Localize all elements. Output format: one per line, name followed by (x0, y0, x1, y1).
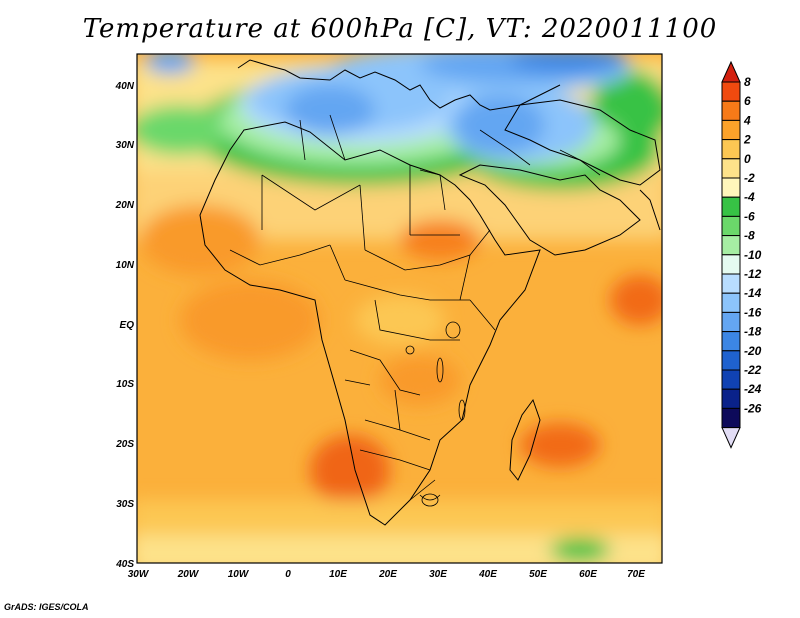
colorbar-swatch (721, 273, 741, 294)
colorbar-swatch (721, 311, 741, 333)
coastlines (199, 59, 661, 526)
colorbar-swatch (721, 119, 741, 141)
colorbar: 8 6 4 2 0 -2 -4 -6 -8 -10 -12 -14 -16 -18 -20 -22 -24 -26 (721, 60, 762, 449)
lat-label: 40S (115, 559, 134, 570)
colorbar-label: -10 (744, 248, 762, 262)
colorbar-label: 6 (744, 94, 751, 108)
colorbar-label: -20 (744, 344, 762, 358)
colorbar-swatch (721, 254, 741, 275)
colorbar-label: -18 (744, 325, 762, 339)
lat-axis: 40N 30N 20N 10N EQ 10S 20S 30S 40S (115, 81, 135, 570)
colorbar-label: 4 (743, 113, 751, 127)
temperature-field (137, 54, 662, 563)
lat-label: 10S (116, 379, 134, 390)
country-borders (229, 114, 601, 501)
lon-label: 20W (177, 569, 200, 580)
colorbar-swatch (721, 60, 741, 83)
colorbar-label: -6 (744, 209, 755, 223)
lat-label: 30S (116, 499, 134, 510)
map-title: Temperature at 600hPa [C], VT: 202001110… (82, 14, 718, 44)
colorbar-label: -4 (744, 190, 755, 204)
lon-label: 10W (228, 569, 250, 580)
colorbar-label: 2 (743, 133, 751, 147)
colorbar-label: 8 (744, 75, 751, 89)
colorbar-swatch (721, 235, 741, 256)
lon-label: 30W (128, 569, 150, 580)
colorbar-label: -26 (744, 401, 762, 415)
lon-axis: 30W 20W 10W 0 10E 20E 30E 40E 50E 60E 70… (128, 569, 646, 580)
lon-label: 70E (627, 569, 645, 580)
colorbar-swatch (721, 81, 741, 102)
colorbar-swatch (721, 350, 741, 371)
credit-text: GrADS: IGES/COLA (4, 602, 89, 612)
lat-label: 10N (116, 260, 135, 271)
lat-label: EQ (120, 320, 135, 331)
lon-label: 30E (429, 569, 447, 580)
lat-label: 30N (116, 140, 135, 151)
colorbar-swatch (721, 215, 741, 237)
colorbar-swatch (721, 100, 741, 121)
lon-label: 0 (285, 569, 291, 580)
colorbar-label: -12 (744, 267, 762, 281)
colorbar-label: -8 (744, 229, 755, 243)
colorbar-label: 0 (744, 152, 751, 166)
colorbar-swatch (721, 177, 741, 198)
colorbar-swatch (721, 407, 741, 429)
colorbar-label: -22 (744, 363, 762, 377)
colorbar-swatch (721, 369, 741, 390)
colorbar-label: -2 (744, 171, 755, 185)
colorbar-swatch (721, 196, 741, 217)
lat-label: 20S (115, 439, 134, 450)
colorbar-swatch (721, 331, 741, 352)
colorbar-swatch (721, 158, 741, 179)
colorbar-label: -16 (744, 305, 762, 319)
lon-label: 20E (378, 569, 397, 580)
colorbar-swatch (721, 388, 741, 409)
colorbar-swatch (721, 292, 741, 313)
lakes (405, 321, 466, 507)
lon-label: 60E (579, 569, 597, 580)
colorbar-swatch (721, 427, 741, 449)
colorbar-label: -24 (744, 382, 762, 396)
lat-label: 20N (115, 200, 135, 211)
lon-label: 40E (478, 569, 497, 580)
lon-label: 50E (529, 569, 547, 580)
colorbar-swatch (721, 139, 741, 160)
lat-label: 40N (115, 81, 135, 92)
map-frame (136, 53, 663, 564)
colorbar-label: -14 (744, 286, 762, 300)
lon-label: 10E (329, 569, 347, 580)
